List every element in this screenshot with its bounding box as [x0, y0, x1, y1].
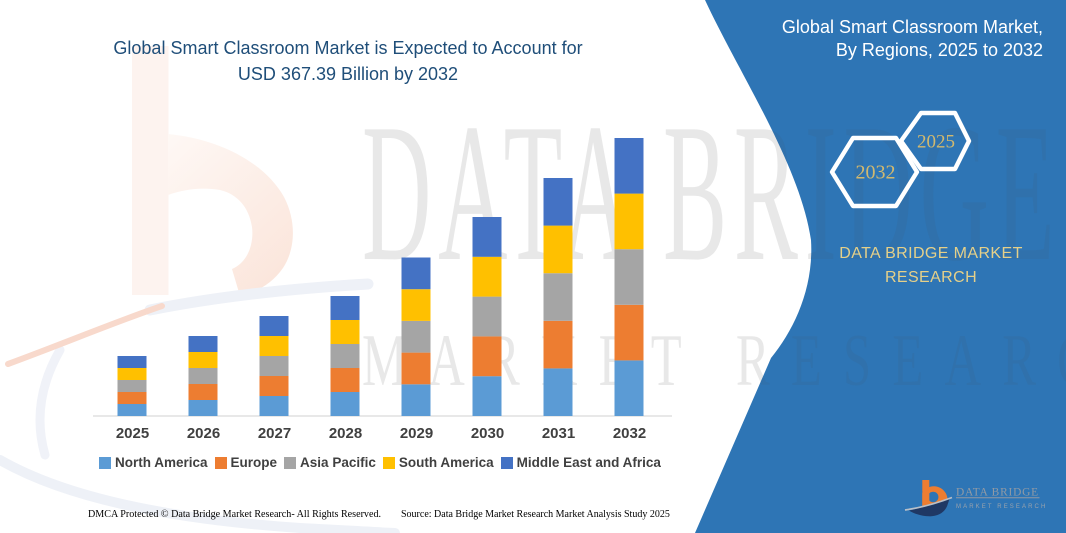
svg-text:MARKET RESEARCH: MARKET RESEARCH [956, 504, 1047, 510]
svg-text:2032: 2032 [856, 162, 896, 184]
svg-text:2025: 2025 [917, 132, 955, 153]
svg-text:DATA BRIDGE: DATA BRIDGE [956, 487, 1039, 499]
